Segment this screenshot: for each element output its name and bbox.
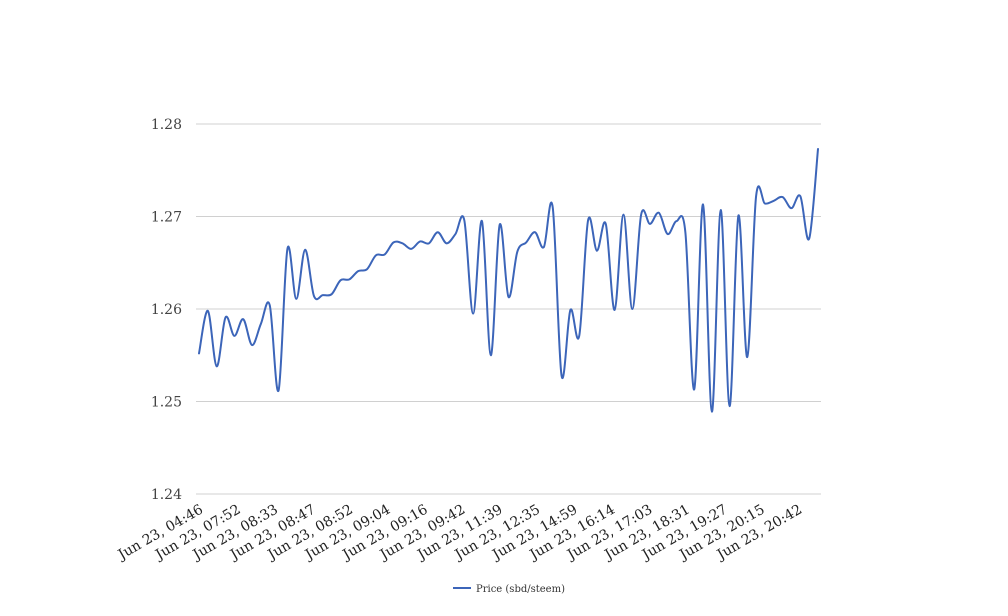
legend: Price (sbd/steem) <box>453 584 565 595</box>
series-layer <box>198 147 819 413</box>
y-tick-label: 1.25 <box>151 395 182 411</box>
y-tick-label: 1.24 <box>151 487 182 503</box>
series-line-price <box>198 147 819 413</box>
y-tick-label: 1.27 <box>151 210 182 226</box>
grid-lines <box>196 123 821 495</box>
y-tick-label: 1.26 <box>151 302 182 318</box>
y-tick-label: 1.28 <box>151 117 182 133</box>
y-axis-ticks: 1.24 1.25 1.26 1.27 1.28 <box>151 117 182 503</box>
legend-label: Price (sbd/steem) <box>476 584 565 595</box>
